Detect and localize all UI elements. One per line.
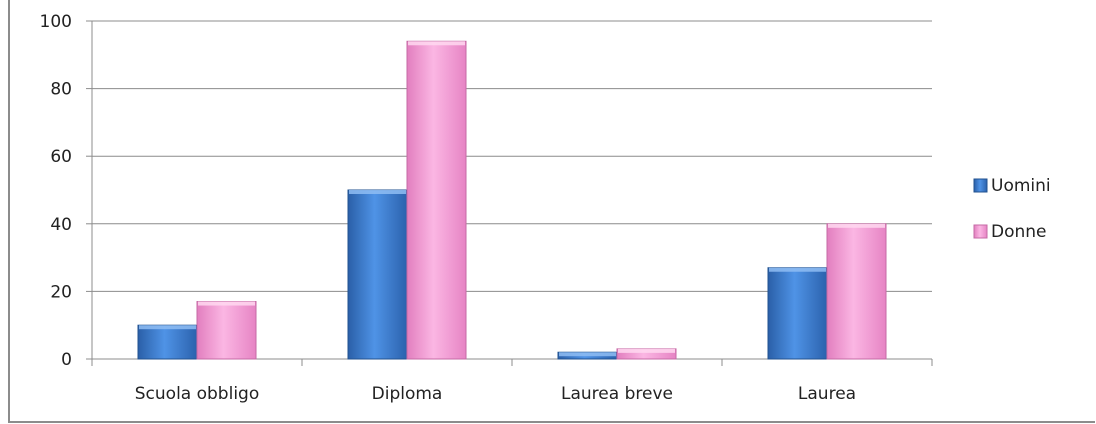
bar-highlight (198, 301, 255, 306)
y-tick-label: 60 (50, 147, 72, 167)
bar-fill (826, 223, 887, 360)
legend-label: Donne (991, 222, 1047, 242)
y-tick-label: 40 (50, 215, 72, 235)
y-tick-label: 80 (50, 80, 72, 100)
y-tick-label: 100 (40, 12, 72, 32)
bar-highlight (139, 325, 196, 330)
bar-highlight (349, 190, 406, 194)
y-tick-label: 0 (61, 350, 72, 370)
legend-item-donne: Donne (973, 222, 1047, 242)
bar-highlight (769, 267, 826, 272)
bar-fill (196, 301, 257, 360)
bar-fill (347, 189, 408, 360)
chart-frame (8, 0, 1095, 423)
legend-label: Uomini (991, 176, 1051, 196)
bar-highlight (408, 41, 465, 46)
bar-donne (616, 348, 677, 360)
bar-donne (406, 40, 467, 360)
bar-uomini (557, 351, 618, 360)
x-tick-label: Scuola obbligo (135, 384, 259, 404)
bar-highlight (828, 223, 885, 228)
bar-donne (196, 301, 257, 360)
bar-uomini (767, 267, 828, 360)
bar-uomini (347, 189, 408, 360)
bar-highlight (559, 352, 616, 357)
legend-swatch (973, 178, 988, 193)
bar-uomini (137, 324, 198, 360)
y-tick-label: 20 (50, 282, 72, 302)
bar-fill (767, 267, 828, 360)
x-tick-label: Laurea (798, 384, 856, 404)
legend-item-uomini: Uomini (973, 176, 1051, 196)
bar-highlight (618, 348, 675, 353)
x-tick-label: Laurea breve (561, 384, 673, 404)
legend-swatch (973, 224, 988, 239)
bar-fill (137, 324, 198, 360)
bar-donne (826, 223, 887, 360)
x-tick-label: Diploma (372, 384, 443, 404)
bar-fill (406, 40, 467, 360)
